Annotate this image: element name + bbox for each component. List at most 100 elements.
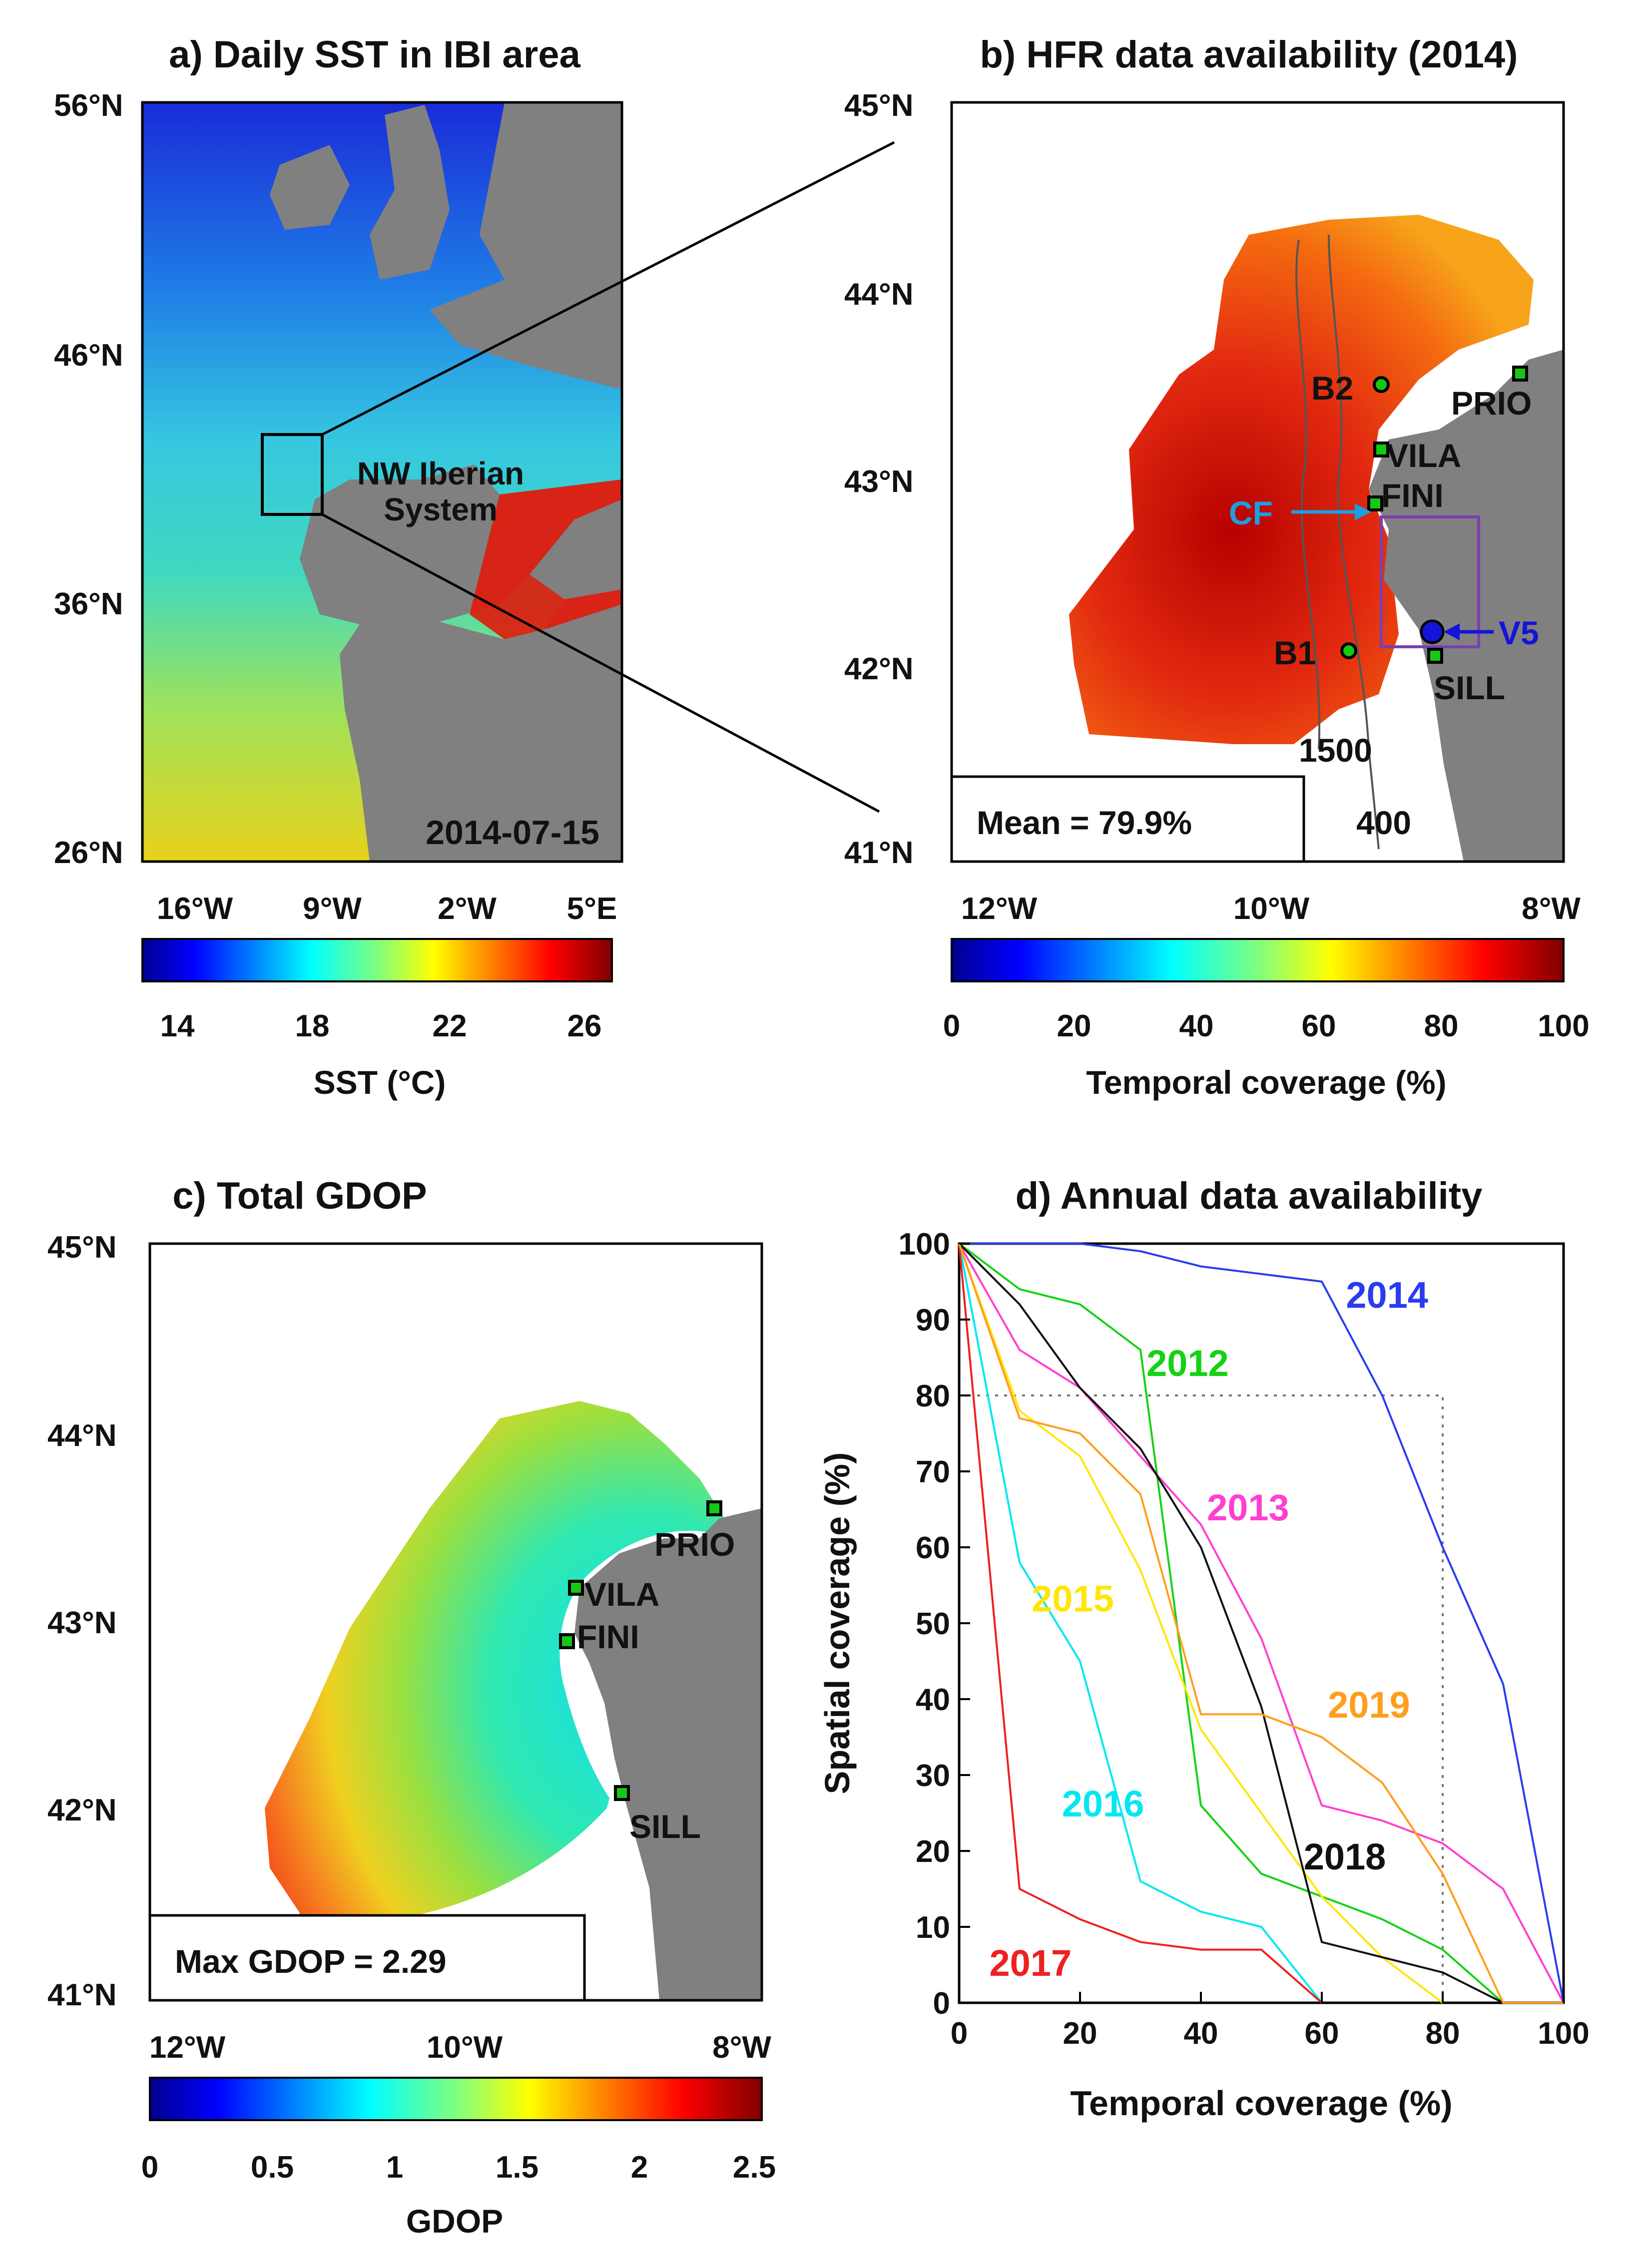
colorbar-tick: 40: [1179, 1009, 1214, 1043]
panel-c-map: [148, 1242, 763, 2002]
v5-arrowhead: [1444, 623, 1460, 640]
station-label-sill: SILL: [1434, 669, 1505, 706]
colorbar-label: SST (°C): [314, 1064, 446, 1101]
panel-b: b) HFR data availability (2014) B2 PRIO: [844, 33, 1590, 1101]
y-tick-label: 90: [916, 1303, 950, 1338]
station-label-prio: PRIO: [654, 1526, 735, 1563]
colorbar-tick: 1: [386, 2150, 403, 2185]
panel-c-colorbar: [149, 2077, 763, 2121]
station-vila-marker: [1373, 442, 1389, 457]
panel-c-lat-tick: 43°N: [47, 1606, 117, 1640]
x-tick-label: 0: [951, 2016, 968, 2051]
zoom-line-top: [321, 141, 895, 436]
isobath-label: 1500: [1299, 732, 1372, 769]
station-vila-marker: [568, 1580, 584, 1596]
y-tick-label: 30: [916, 1759, 950, 1793]
panel-c-title: c) Total GDOP: [172, 1175, 427, 1217]
series-label-2014: 2014: [1346, 1274, 1428, 1316]
v5-label: V5: [1499, 614, 1539, 651]
panel-c-lat-tick: 45°N: [47, 1230, 117, 1265]
cf-arrowhead: [1355, 503, 1371, 520]
station-b1-marker: [1340, 642, 1357, 659]
panel-a-title: a) Daily SST in IBI area: [169, 33, 580, 76]
series-line-2013: [958, 1243, 1565, 2003]
ria-box: [1380, 515, 1480, 648]
y-tick-label: 60: [916, 1531, 950, 1565]
station-label-vila: VILA: [1386, 437, 1461, 474]
panel-a-colorbar: [141, 938, 613, 982]
series-line-2017: [958, 1243, 1323, 2004]
v5-marker: [1420, 619, 1445, 644]
axis-ticks: 0 20 40 60 80 100 0 10 20 30 40 50 60 70 80 90 100: [899, 1227, 1590, 2051]
colorbar-tick: 0: [141, 2150, 158, 2185]
station-label-b2: B2: [1311, 370, 1353, 407]
panel-b-lat-tick: 42°N: [844, 652, 914, 686]
colorbar-tick: 60: [1302, 1009, 1336, 1043]
panel-b-lon-tick: 12°W: [961, 892, 1038, 926]
station-fini-marker: [559, 1633, 575, 1649]
panel-c: c) Total GDOP PRIO VILA FINI SILL Max GD…: [47, 1175, 776, 2240]
station-sill-marker: [1427, 648, 1443, 664]
panel-c-lon-tick: 12°W: [149, 2030, 226, 2065]
plot-area: [958, 1242, 1565, 2004]
panel-a-lon-tick: 16°W: [157, 892, 233, 926]
coastline: [574, 1508, 762, 2000]
panel-b-lat-tick: 41°N: [844, 836, 914, 870]
zoom-line-bottom: [321, 513, 880, 813]
colorbar-tick: 14: [160, 1009, 195, 1043]
station-b2-marker: [1373, 376, 1390, 393]
station-label-sill: SILL: [629, 1808, 701, 1845]
colorbar-label: GDOP: [406, 2203, 503, 2240]
series-line-2018: [958, 1243, 1564, 2004]
panel-a: a) Daily SST in IBI area 56°N 46°N 36°N …: [54, 33, 623, 1101]
panel-a-lat-tick: 56°N: [54, 88, 123, 123]
station-label-fini: FINI: [1381, 477, 1444, 514]
station-sill-marker: [614, 1785, 630, 1801]
station-prio-marker: [1512, 366, 1528, 382]
panel-b-map: [950, 101, 1565, 863]
panel-a-lon-tick: 2°W: [438, 892, 497, 926]
colorbar-tick: 2: [631, 2150, 648, 2185]
gdop-footprint: [265, 1401, 724, 1925]
panel-b-lat-tick: 44°N: [844, 277, 914, 312]
colorbar-tick: 1.5: [496, 2150, 539, 2185]
colorbar-label: Temporal coverage (%): [1086, 1064, 1446, 1101]
panel-a-lat-tick: 26°N: [54, 836, 123, 870]
colorbar-tick: 20: [1057, 1009, 1091, 1043]
series-label-2019: 2019: [1328, 1684, 1410, 1726]
panel-b-title: b) HFR data availability (2014): [980, 33, 1518, 76]
panel-c-lat-tick: 41°N: [47, 1978, 117, 2012]
isobath-1500: [1295, 239, 1321, 750]
colorbar-tick: 0: [943, 1009, 960, 1043]
series-label-2016: 2016: [1062, 1783, 1144, 1824]
series-line-2019: [958, 1243, 1564, 2004]
panel-b-lon-tick: 8°W: [1522, 892, 1581, 926]
colorbar-tick: 2.5: [733, 2150, 776, 2185]
series-label-2015: 2015: [1032, 1578, 1114, 1619]
y-tick-label: 20: [916, 1834, 950, 1869]
panel-a-lat-tick: 36°N: [54, 587, 123, 621]
series-line-2016: [958, 1243, 1323, 2004]
x-tick-label: 20: [1063, 2016, 1097, 2051]
station-label-vila: VILA: [584, 1576, 659, 1613]
panel-b-lat-tick: 43°N: [844, 464, 914, 499]
y-tick-label: 100: [899, 1227, 950, 1262]
series-label-2018: 2018: [1304, 1836, 1386, 1877]
panel-a-lon-tick: 5°E: [567, 892, 617, 926]
panel-c-lat-tick: 42°N: [47, 1793, 117, 1827]
series-label-2013: 2013: [1207, 1487, 1289, 1528]
panel-d: d) Annual data availability 0 20 40 60 80 100…: [818, 1175, 1590, 2123]
colorbar-tick: 26: [567, 1009, 602, 1043]
station-label-prio: PRIO: [1451, 385, 1532, 422]
panel-b-lon-tick: 10°W: [1233, 892, 1310, 926]
panel-a-lat-tick: 46°N: [54, 338, 123, 373]
series-line-2015: [958, 1243, 1444, 2004]
series-labels: 2012 2013 2014 2015 2016 2017 2018 2019: [990, 1274, 1429, 1984]
cf-label: CF: [1229, 494, 1273, 531]
y-tick-label: 70: [916, 1455, 950, 1489]
colorbar-tick: 100: [1538, 1009, 1589, 1043]
panel-c-lon-tick: 8°W: [712, 2030, 771, 2065]
panel-c-lon-tick: 10°W: [427, 2030, 503, 2065]
colorbar-tick: 0.5: [251, 2150, 294, 2185]
